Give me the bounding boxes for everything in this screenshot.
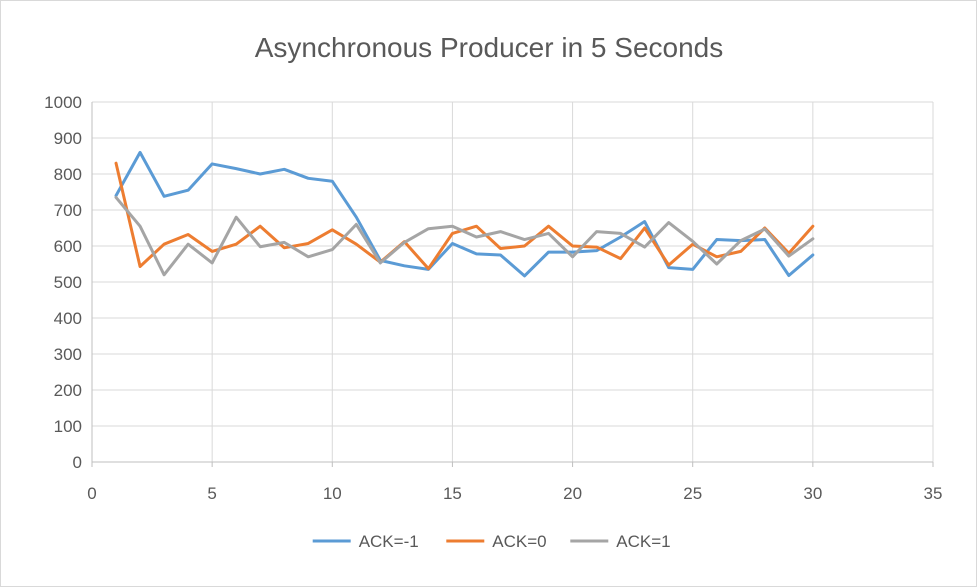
y-tick-label: 800	[54, 165, 82, 184]
axes: 0 100 200 300 400 500 600 700 800 900 1000 0 5 10 15 20…	[44, 93, 942, 503]
x-tick-label: 10	[323, 484, 342, 503]
y-tick-label: 200	[54, 381, 82, 400]
x-tick-label: 35	[924, 484, 943, 503]
legend-label-2: ACK=1	[616, 532, 670, 551]
gridlines	[92, 101, 934, 462]
y-tick-label: 900	[54, 129, 82, 148]
legend-label-1: ACK=0	[492, 532, 546, 551]
y-tick-label: 300	[54, 345, 82, 364]
y-tick-label: 600	[54, 237, 82, 256]
legend-label-0: ACK=-1	[359, 532, 419, 551]
x-tick-label: 20	[563, 484, 582, 503]
x-tick-label: 25	[683, 484, 702, 503]
legend: ACK=-1 ACK=0 ACK=1	[312, 532, 671, 551]
series-lines	[114, 150, 815, 278]
y-tick-label: 0	[73, 453, 82, 472]
y-tick-label: 100	[54, 417, 82, 436]
chart-title: Asynchronous Producer in 5 Seconds	[255, 32, 724, 63]
series-line-1	[114, 161, 815, 271]
y-tick-label: 400	[54, 309, 82, 328]
x-tick-label: 0	[87, 484, 96, 503]
series-line-2	[114, 195, 815, 277]
series-line-0	[114, 150, 815, 278]
y-tick-label: 700	[54, 201, 82, 220]
x-tick-label: 5	[207, 484, 216, 503]
x-tick-label: 15	[443, 484, 462, 503]
y-tick-label: 500	[54, 273, 82, 292]
y-tick-label: 1000	[44, 93, 82, 112]
x-tick-label: 30	[803, 484, 822, 503]
